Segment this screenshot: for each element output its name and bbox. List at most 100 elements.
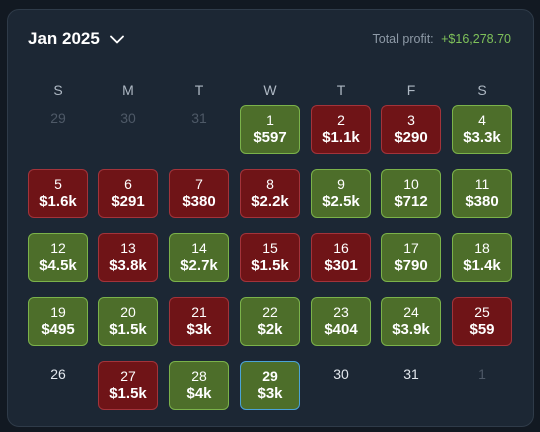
day-pnl-amount: $790 [394, 256, 428, 274]
day-pnl-amount: $597 [253, 128, 287, 146]
day-pnl-amount: $1.5k [109, 320, 147, 338]
day-number: 19 [50, 303, 66, 320]
day-number: 20 [120, 303, 136, 320]
calendar-day-cell[interactable]: 12 $4.5k [28, 233, 88, 282]
day-number: 8 [266, 175, 274, 192]
weekday-label: M [122, 82, 134, 98]
day-number: 30 [120, 110, 136, 126]
calendar-day-cell[interactable]: 14 $2.7k [169, 233, 229, 282]
day-number: 4 [478, 111, 486, 128]
calendar-day-cell[interactable]: 15 $1.5k [240, 233, 300, 282]
calendar-day-cell[interactable]: 6 $291 [98, 169, 158, 218]
day-pnl-amount: $3.3k [463, 128, 501, 146]
day-pnl-amount: $712 [394, 192, 428, 210]
calendar-day-cell[interactable]: 29 [28, 105, 88, 154]
calendar-day-cell[interactable]: 24 $3.9k [381, 297, 441, 346]
day-number: 3 [407, 111, 415, 128]
pnl-calendar-card: Jan 2025 Total profit: +$16,278.70 S M T W T… [7, 9, 534, 427]
calendar-day-cell[interactable]: 16 $301 [311, 233, 371, 282]
calendar-day-cell[interactable]: 10 $712 [381, 169, 441, 218]
day-number: 9 [337, 175, 345, 192]
day-number: 5 [54, 175, 62, 192]
calendar-day-cell[interactable]: 3 $290 [381, 105, 441, 154]
calendar-day-cell[interactable]: 19 $495 [28, 297, 88, 346]
weekday-label: F [406, 82, 416, 98]
calendar-day-cell[interactable]: 29 $3k [240, 361, 300, 410]
day-number: 15 [262, 239, 278, 256]
day-number: 11 [474, 175, 490, 192]
calendar-day-cell[interactable]: 22 $2k [240, 297, 300, 346]
weekday-label: S [477, 82, 487, 98]
calendar-day-cell[interactable]: 26 [28, 361, 88, 410]
day-pnl-amount: $404 [324, 320, 358, 338]
day-number: 29 [50, 110, 66, 126]
day-pnl-amount: $3k [257, 384, 283, 402]
day-pnl-amount: $1.5k [109, 384, 147, 402]
day-number: 27 [120, 367, 136, 384]
calendar-day-cell[interactable]: 28 $4k [169, 361, 229, 410]
calendar-day-cell[interactable]: 25 $59 [452, 297, 512, 346]
calendar-day-cell[interactable]: 1 [452, 361, 512, 410]
day-pnl-amount: $380 [182, 192, 216, 210]
day-pnl-amount: $290 [394, 128, 428, 146]
weekday-label: W [263, 82, 277, 98]
calendar-day-cell[interactable]: 18 $1.4k [452, 233, 512, 282]
total-profit-label: Total profit: [372, 32, 434, 46]
day-number: 25 [474, 303, 490, 320]
day-number: 29 [262, 367, 278, 384]
calendar-day-cell[interactable]: 30 [311, 361, 371, 410]
month-dropdown[interactable]: Jan 2025 [28, 29, 124, 49]
calendar-day-cell[interactable]: 30 [98, 105, 158, 154]
calendar-day-cell[interactable]: 8 $2.2k [240, 169, 300, 218]
calendar-day-cell[interactable]: 9 $2.5k [311, 169, 371, 218]
day-pnl-amount: $1.1k [322, 128, 360, 146]
calendar-day-cell[interactable]: 1 $597 [240, 105, 300, 154]
day-pnl-amount: $3.9k [392, 320, 430, 338]
calendar-day-cell[interactable]: 13 $3.8k [98, 233, 158, 282]
day-pnl-amount: $3.8k [109, 256, 147, 274]
calendar-day-cell[interactable]: 7 $380 [169, 169, 229, 218]
day-number: 1 [266, 111, 274, 128]
chevron-down-icon [109, 35, 124, 43]
calendar-day-cell[interactable]: 27 $1.5k [98, 361, 158, 410]
calendar-day-cell[interactable]: 20 $1.5k [98, 297, 158, 346]
day-number: 18 [474, 239, 490, 256]
day-pnl-amount: $1.4k [463, 256, 501, 274]
day-number: 12 [50, 239, 66, 256]
day-pnl-amount: $2.2k [251, 192, 289, 210]
day-pnl-amount: $3k [186, 320, 212, 338]
calendar-day-cell[interactable]: 31 [381, 361, 441, 410]
day-number: 23 [333, 303, 349, 320]
day-number: 22 [262, 303, 278, 320]
month-label: Jan 2025 [28, 29, 100, 48]
day-number: 31 [403, 366, 419, 382]
day-number: 16 [333, 239, 349, 256]
calendar-day-cell[interactable]: 23 $404 [311, 297, 371, 346]
day-pnl-amount: $1.6k [39, 192, 77, 210]
calendar-day-cell[interactable]: 5 $1.6k [28, 169, 88, 218]
day-pnl-amount: $380 [465, 192, 499, 210]
day-number: 1 [478, 366, 486, 382]
day-number: 17 [403, 239, 419, 256]
calendar-day-cell[interactable]: 2 $1.1k [311, 105, 371, 154]
day-pnl-amount: $2.7k [180, 256, 218, 274]
total-profit-value: +$16,278.70 [441, 32, 511, 46]
calendar-header: Jan 2025 Total profit: +$16,278.70 [8, 10, 533, 66]
calendar-day-cell[interactable]: 4 $3.3k [452, 105, 512, 154]
weekday-label: T [336, 82, 346, 98]
day-pnl-amount: $291 [111, 192, 145, 210]
calendar-day-cell[interactable]: 11 $380 [452, 169, 512, 218]
calendar-day-cell[interactable]: 31 [169, 105, 229, 154]
day-pnl-amount: $4.5k [39, 256, 77, 274]
day-number: 30 [333, 366, 349, 382]
day-pnl-amount: $2.5k [322, 192, 360, 210]
day-pnl-amount: $1.5k [251, 256, 289, 274]
calendar-day-cell[interactable]: 17 $790 [381, 233, 441, 282]
day-number: 21 [191, 303, 207, 320]
weekday-label: S [53, 82, 63, 98]
day-number: 13 [120, 239, 136, 256]
calendar-day-cell[interactable]: 21 $3k [169, 297, 229, 346]
day-pnl-amount: $495 [41, 320, 75, 338]
total-profit: Total profit: +$16,278.70 [373, 32, 512, 46]
day-pnl-amount: $4k [186, 384, 212, 402]
